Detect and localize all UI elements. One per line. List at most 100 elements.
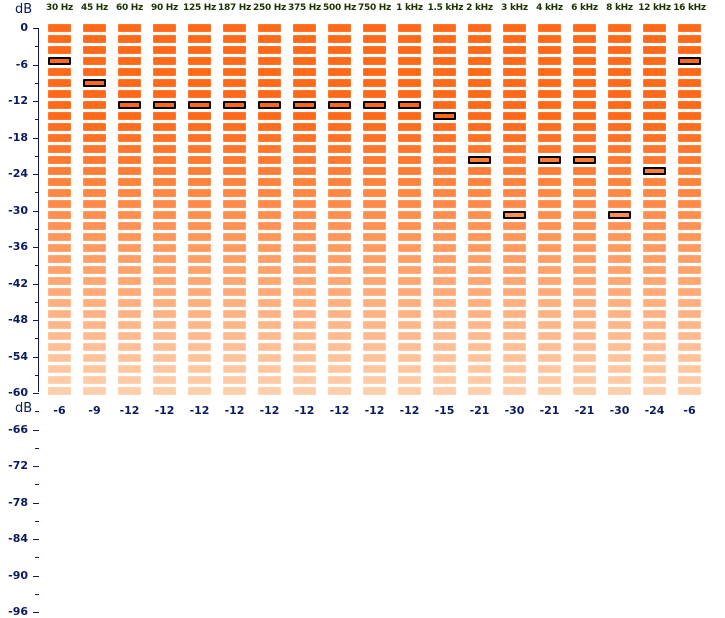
- meter-segment: [48, 123, 71, 131]
- meter-segment: [223, 24, 246, 32]
- meter-segment: [293, 233, 316, 241]
- meter-segment: [433, 310, 456, 318]
- meter-segment: [503, 46, 526, 54]
- meter-segment: [608, 266, 631, 274]
- meter-segment: [328, 200, 351, 208]
- meter-segment: [83, 266, 106, 274]
- meter-segment: [153, 24, 176, 32]
- frequency-label: 60 Hz: [116, 3, 143, 13]
- meter-segment: [538, 145, 561, 153]
- meter-segment: [188, 244, 211, 252]
- meter-segment: [188, 277, 211, 285]
- meter-segment: [643, 343, 666, 351]
- meter-segment: [223, 288, 246, 296]
- meter-segment: [328, 145, 351, 153]
- scale-major-tick: [33, 466, 39, 467]
- meter-segment: [293, 255, 316, 263]
- meter-segment: [573, 211, 596, 219]
- scale-minor-tick: [35, 46, 39, 47]
- meter-segment: [188, 134, 211, 142]
- meter-segment: [363, 200, 386, 208]
- scale-minor-tick: [35, 338, 39, 339]
- peak-segment: [223, 101, 246, 109]
- meter-segment: [573, 288, 596, 296]
- meter-segment: [223, 134, 246, 142]
- meter-segment: [503, 376, 526, 384]
- meter-segment: [468, 310, 491, 318]
- meter-segment: [538, 255, 561, 263]
- meter-segment: [398, 68, 421, 76]
- scale-major-tick: [33, 65, 39, 66]
- frequency-label: 750 Hz: [358, 3, 391, 13]
- meter-segment: [118, 156, 141, 164]
- meter-segment: [538, 343, 561, 351]
- meter-segment: [258, 376, 281, 384]
- meter-segment: [153, 233, 176, 241]
- meter-segment: [433, 24, 456, 32]
- meter-segment: [573, 365, 596, 373]
- meter-segment: [538, 288, 561, 296]
- peak-segment: [83, 79, 106, 87]
- meter-segment: [538, 101, 561, 109]
- meter-segment: [468, 200, 491, 208]
- meter-segment: [643, 123, 666, 131]
- meter-segment: [258, 222, 281, 230]
- meter-segment: [538, 200, 561, 208]
- meter-segment: [468, 233, 491, 241]
- meter-segment: [48, 156, 71, 164]
- meter-segment: [643, 365, 666, 373]
- meter-segment: [188, 299, 211, 307]
- meter-segment: [398, 189, 421, 197]
- meter-segment: [48, 24, 71, 32]
- meter-segment: [678, 222, 701, 230]
- meter-segment: [678, 145, 701, 153]
- meter-segment: [328, 79, 351, 87]
- meter-segment: [538, 112, 561, 120]
- frequency-label: 45 Hz: [81, 3, 108, 13]
- meter-segment: [48, 354, 71, 362]
- meter-segment: [153, 112, 176, 120]
- meter-segment: [258, 343, 281, 351]
- meter-segment: [608, 24, 631, 32]
- meter-segment: [363, 68, 386, 76]
- meter-segment: [538, 376, 561, 384]
- meter-segment: [223, 222, 246, 230]
- meter-segment: [573, 79, 596, 87]
- meter-segment: [573, 167, 596, 175]
- meter-segment: [188, 343, 211, 351]
- meter-segment: [538, 134, 561, 142]
- scale-label: -18: [8, 130, 28, 144]
- meter-segment: [678, 310, 701, 318]
- meter-segment: [643, 332, 666, 340]
- meter-segment: [468, 376, 491, 384]
- meter-segment: [223, 145, 246, 153]
- meter-segment: [608, 299, 631, 307]
- meter-segment: [643, 178, 666, 186]
- scale-minor-tick: [35, 375, 39, 376]
- meter-segment: [468, 178, 491, 186]
- meter-segment: [223, 200, 246, 208]
- meter-segment: [398, 387, 421, 395]
- peak-segment: [678, 57, 701, 65]
- meter-segment: [398, 79, 421, 87]
- meter-segment: [643, 101, 666, 109]
- meter-segment: [83, 365, 106, 373]
- meter-segment: [468, 255, 491, 263]
- meter-segment: [83, 288, 106, 296]
- meter-segment: [538, 35, 561, 43]
- meter-segment: [293, 156, 316, 164]
- meter-segment: [293, 299, 316, 307]
- meter-segment: [503, 57, 526, 65]
- meter-segment: [188, 112, 211, 120]
- meter-segment: [643, 79, 666, 87]
- meter-segment: [503, 24, 526, 32]
- meter-segment: [83, 35, 106, 43]
- meter-segment: [48, 277, 71, 285]
- peak-segment: [258, 101, 281, 109]
- meter-segment: [503, 321, 526, 329]
- peak-value: -21: [539, 404, 560, 417]
- meter-segment: [468, 189, 491, 197]
- meter-segment: [433, 376, 456, 384]
- meter-segment: [398, 277, 421, 285]
- frequency-label: 8 kHz: [606, 3, 633, 13]
